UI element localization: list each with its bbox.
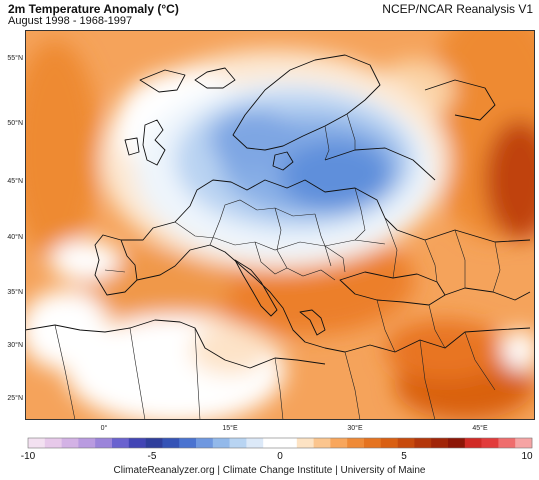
colorbar-swatch	[179, 438, 197, 448]
colorbar-frame	[27, 437, 533, 449]
lon-label: 0°	[100, 425, 108, 432]
anomaly-map	[25, 30, 535, 420]
colorbar-swatch	[145, 438, 163, 448]
lat-label: 55°N	[7, 55, 23, 62]
colorbar-swatch	[448, 438, 466, 448]
anomaly-field	[25, 30, 535, 420]
colorbar-swatch	[229, 438, 247, 448]
colorbar-swatch	[28, 438, 46, 448]
colorbar-swatch	[414, 438, 432, 448]
colorbar-swatch	[364, 438, 382, 448]
colorbar-swatch	[95, 438, 113, 448]
colorbar-swatch	[481, 438, 499, 448]
chart-subtitle: August 1998 - 1968-1997	[8, 15, 133, 27]
colorbar-swatch	[515, 438, 533, 448]
colorbar-tick-label: 0	[277, 451, 283, 462]
colorbar-swatch	[196, 438, 214, 448]
coastlines	[25, 54, 531, 369]
colorbar-swatch	[464, 438, 482, 448]
colorbar-swatch	[112, 438, 130, 448]
colorbar-swatch	[380, 438, 398, 448]
colorbar-tick-label: -10	[20, 451, 36, 462]
lat-label: 30°N	[7, 342, 23, 349]
colorbar-swatch	[212, 438, 230, 448]
borders	[54, 113, 501, 420]
colorbar-swatch	[296, 438, 314, 448]
dataset-source: NCEP/NCAR Reanalysis V1	[382, 2, 533, 16]
lat-label: 40°N	[7, 234, 23, 241]
colorbar-tick-label: -5	[147, 451, 157, 462]
lat-label: 25°N	[7, 395, 23, 402]
colorbar-swatch	[78, 438, 96, 448]
colorbar-tick-label: 5	[401, 451, 407, 462]
colorbar	[27, 437, 533, 449]
footer-credit: ClimateReanalyzer.org | Climate Change I…	[113, 465, 426, 476]
chart-title: 2m Temperature Anomaly (°C)	[8, 2, 179, 16]
colorbar-swatch	[263, 438, 281, 448]
colorbar-swatch	[498, 438, 516, 448]
lon-label: 15°E	[222, 425, 238, 432]
colorbar-swatch	[330, 438, 348, 448]
colorbar-swatch	[347, 438, 365, 448]
colorbar-swatch	[128, 438, 146, 448]
colorbar-swatch	[162, 438, 180, 448]
colorbar-swatch	[280, 438, 298, 448]
lat-label: 35°N	[7, 289, 23, 296]
lat-label: 50°N	[7, 120, 23, 127]
colorbar-swatch	[44, 438, 62, 448]
lat-label: 45°N	[7, 178, 23, 185]
lon-label: 45°E	[472, 425, 488, 432]
colorbar-swatch	[313, 438, 331, 448]
colorbar-swatch	[61, 438, 79, 448]
colorbar-swatch	[431, 438, 449, 448]
colorbar-tick-label: 10	[521, 451, 533, 462]
lon-label: 30°E	[347, 425, 363, 432]
colorbar-swatch	[397, 438, 415, 448]
map-frame	[25, 30, 535, 420]
colorbar-swatch	[246, 438, 264, 448]
